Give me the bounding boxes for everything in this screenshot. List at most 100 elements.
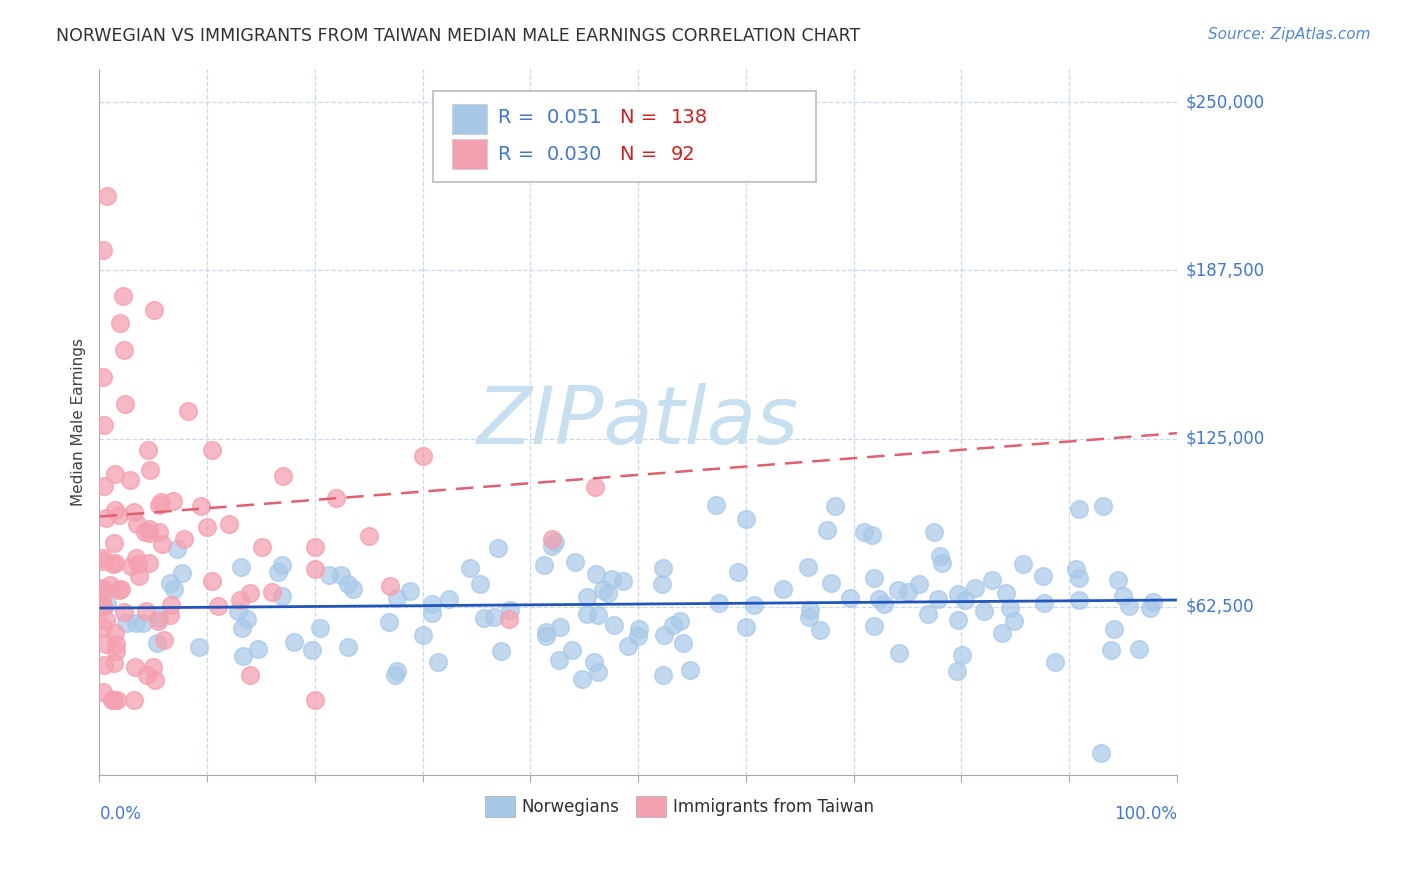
Point — [533, 558, 555, 573]
Point — [150, 494, 173, 508]
Text: NORWEGIAN VS IMMIGRANTS FROM TAIWAN MEDIAN MALE EARNINGS CORRELATION CHART: NORWEGIAN VS IMMIGRANTS FROM TAIWAN MEDI… — [56, 27, 860, 45]
Point — [707, 596, 730, 610]
Point — [148, 525, 170, 540]
Point — [229, 560, 252, 574]
Point — [887, 583, 910, 598]
Point — [114, 343, 136, 357]
Point — [946, 613, 969, 627]
Point — [437, 591, 460, 606]
Point — [142, 660, 165, 674]
Point — [94, 613, 117, 627]
Point — [1011, 557, 1033, 571]
Point — [852, 524, 875, 539]
Point — [928, 549, 950, 563]
Point — [1139, 600, 1161, 615]
Point — [115, 616, 138, 631]
Point — [357, 528, 380, 542]
FancyBboxPatch shape — [433, 91, 815, 182]
Point — [103, 657, 125, 671]
Point — [489, 644, 512, 658]
Point — [946, 664, 969, 678]
Point — [90, 583, 112, 598]
Point — [377, 615, 399, 630]
Text: 0.030: 0.030 — [547, 145, 602, 164]
Point — [873, 597, 896, 611]
Point — [1067, 593, 1090, 607]
Point — [122, 692, 145, 706]
Text: $187,500: $187,500 — [1185, 261, 1264, 279]
Point — [96, 598, 118, 612]
Point — [91, 550, 114, 565]
Point — [598, 586, 620, 600]
Point — [1033, 596, 1056, 610]
Point — [583, 655, 606, 669]
Point — [924, 525, 946, 540]
Point — [536, 624, 558, 639]
Point — [799, 609, 821, 624]
Point — [177, 404, 200, 418]
Point — [105, 692, 128, 706]
Point — [118, 473, 141, 487]
Point — [603, 618, 626, 632]
Point — [575, 591, 598, 605]
Point — [868, 591, 890, 606]
Point — [112, 606, 135, 620]
Point — [576, 607, 599, 621]
Point — [541, 532, 564, 546]
Text: Norwegians: Norwegians — [522, 797, 620, 815]
Point — [412, 627, 434, 641]
Point — [564, 555, 586, 569]
Point — [304, 692, 326, 706]
Point — [304, 540, 326, 554]
Point — [218, 517, 240, 532]
Point — [950, 648, 973, 662]
Point — [536, 629, 558, 643]
Bar — [451, 139, 488, 169]
Point — [170, 566, 193, 581]
Text: N =: N = — [620, 109, 664, 128]
Point — [304, 562, 326, 576]
Point — [628, 623, 651, 637]
Point — [101, 692, 124, 706]
Point — [1002, 614, 1025, 628]
Point — [735, 511, 758, 525]
Point — [583, 480, 606, 494]
Point — [93, 478, 115, 492]
Point — [1069, 502, 1091, 516]
Point — [863, 618, 886, 632]
Bar — [451, 103, 488, 134]
Point — [385, 665, 408, 679]
Text: $62,500: $62,500 — [1185, 598, 1254, 615]
Text: N =: N = — [620, 145, 664, 164]
Bar — [636, 797, 666, 817]
Point — [325, 491, 347, 506]
Point — [283, 635, 305, 649]
Point — [1142, 595, 1164, 609]
Point — [318, 568, 340, 582]
Point — [548, 653, 571, 667]
Point — [1067, 571, 1090, 585]
Point — [124, 550, 146, 565]
Point — [236, 612, 259, 626]
Point — [336, 576, 359, 591]
Point — [541, 540, 564, 554]
Point — [734, 620, 756, 634]
Point — [627, 629, 650, 643]
Point — [127, 516, 149, 531]
Point — [166, 542, 188, 557]
Point — [138, 556, 160, 570]
Point — [246, 642, 269, 657]
Point — [1091, 500, 1114, 514]
Point — [965, 581, 987, 595]
Point — [139, 463, 162, 477]
Point — [336, 640, 359, 654]
Point — [162, 493, 184, 508]
Point — [228, 592, 250, 607]
Point — [931, 557, 953, 571]
Point — [1032, 569, 1054, 583]
Point — [91, 243, 114, 257]
Point — [195, 520, 218, 534]
Point — [231, 621, 253, 635]
Point — [1102, 622, 1125, 636]
Point — [98, 578, 121, 592]
